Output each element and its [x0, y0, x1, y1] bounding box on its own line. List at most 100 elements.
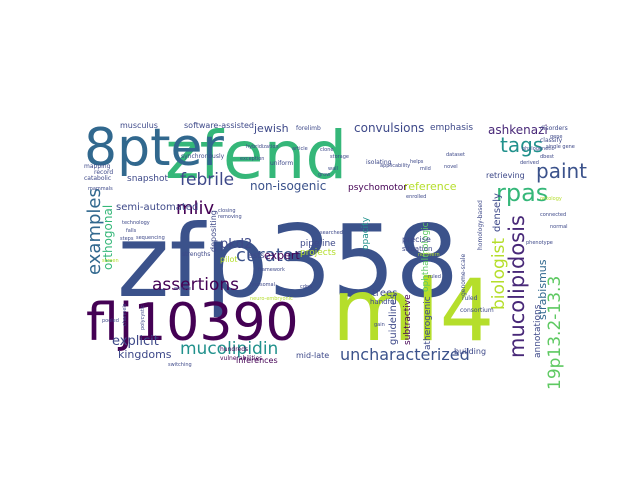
word-cloud-word: opacity: [361, 216, 371, 250]
word-cloud-word: pooled: [102, 318, 119, 324]
word-cloud-word: neuro-embryonic: [250, 296, 293, 302]
word-cloud-word: framework: [258, 267, 285, 273]
word-cloud-word: reference: [404, 180, 457, 193]
word-cloud-word: steps: [120, 236, 134, 242]
word-cloud-word: subtractive: [403, 294, 413, 345]
word-cloud-word: hybridization: [246, 144, 279, 150]
word-cloud-word: paint: [536, 159, 587, 183]
word-cloud-word: pkd2: [220, 237, 252, 252]
word-cloud-word: ashkenazi: [488, 123, 548, 137]
word-cloud-word: removing: [218, 214, 242, 220]
word-cloud-word: mammals: [88, 186, 113, 192]
word-cloud-word: snapshot: [127, 174, 169, 184]
word-cloud-word: atherogenic: [423, 296, 433, 350]
word-cloud-word: mucolipidosis: [505, 215, 529, 358]
word-cloud-word: cdna: [300, 284, 312, 290]
word-cloud-word: handful: [370, 298, 397, 306]
word-cloud-word: sequencing: [136, 235, 165, 241]
word-cloud-word: examples: [84, 188, 105, 275]
word-cloud-word: ruled: [462, 295, 478, 302]
word-cloud-word: homology-based: [477, 200, 484, 250]
word-cloud-word: ontology: [540, 196, 562, 202]
word-cloud-word: kingdoms: [118, 348, 172, 361]
word-cloud-word: 19p13.2-13.3: [545, 276, 565, 390]
word-cloud-word: retrieving: [486, 171, 525, 180]
word-cloud-word: mid-late: [296, 351, 329, 360]
word-cloud-word: record: [94, 169, 113, 176]
word-cloud-word: article: [292, 146, 308, 152]
word-cloud-word: single gene: [546, 144, 575, 150]
word-cloud-word: hundreds: [220, 346, 248, 353]
word-cloud-word: exception: [240, 156, 264, 162]
word-cloud-word: densely: [492, 193, 503, 232]
word-cloud-word: assertions: [152, 275, 239, 295]
word-cloud-word: rpas: [496, 179, 548, 207]
word-cloud-word: explicit: [112, 334, 159, 349]
word-cloud-word: biologist: [489, 238, 509, 310]
word-cloud-word: consortium: [460, 307, 494, 314]
word-cloud-word: pilot: [220, 255, 238, 264]
word-cloud-word: connected: [540, 212, 566, 218]
word-cloud-word: precise: [402, 235, 431, 244]
word-cloud-word: febrile: [180, 170, 234, 190]
word-cloud-word: musculus: [120, 121, 158, 130]
word-cloud-word: building: [454, 347, 486, 356]
word-cloud-word: applicability: [380, 163, 410, 169]
word-cloud-word: storage: [330, 154, 349, 160]
word-cloud-word: polycystic: [140, 305, 146, 330]
word-cloud-word: tags: [500, 133, 543, 157]
word-cloud-word: emphasis: [430, 123, 473, 133]
word-cloud-word: dataset: [446, 152, 465, 158]
word-cloud-word: depositing: [209, 210, 218, 252]
word-cloud-word: software-assisted: [184, 121, 254, 130]
word-cloud-word: derived: [520, 160, 539, 166]
word-cloud-word: ophthalmologic: [421, 222, 431, 292]
word-cloud-word: falls: [126, 228, 137, 234]
word-cloud-word: genome-scale: [460, 254, 467, 296]
word-cloud-word: forelimb: [296, 125, 321, 132]
word-cloud-word: jewish: [253, 122, 289, 135]
word-cloud-words: zfp358 zfend ml4 8pter flj10390 mucolipidosis…: [84, 117, 587, 390]
word-cloud-word: channels: [122, 303, 128, 326]
word-cloud-word: technology: [122, 220, 150, 226]
word-cloud-word: catabolic: [84, 175, 111, 182]
word-cloud-word: mild: [420, 166, 431, 172]
word-cloud-word: wall: [328, 166, 338, 172]
word-cloud-word: mucolipidin: [180, 339, 278, 359]
word-cloud-word: situation: [402, 245, 432, 253]
word-cloud-word: guidelines: [388, 294, 399, 345]
word-cloud-word: ml4: [332, 261, 494, 361]
word-cloud-word: switching: [168, 362, 192, 368]
word-cloud-word: flj10390: [86, 293, 299, 353]
word-cloud-word: disorders: [540, 125, 568, 132]
word-cloud-word: gene: [550, 134, 563, 140]
word-cloud-word: searched: [320, 230, 343, 236]
word-cloud-word: curators: [236, 245, 311, 266]
word-cloud-word: semi-automated: [116, 202, 198, 213]
word-cloud-word: dbest: [540, 154, 554, 160]
word-cloud-word: lysosomal: [250, 282, 275, 288]
word-cloud-word: normal: [550, 224, 568, 230]
word-cloud-word: ests: [248, 251, 264, 260]
word-cloud-word: phylogenetic: [522, 146, 555, 152]
word-cloud-word: zfp358: [117, 203, 459, 320]
word-cloud-word: closing: [218, 208, 236, 214]
word-cloud-word: classify: [540, 137, 563, 144]
word-cloud-word: mliv: [176, 198, 215, 219]
word-cloud-word: trees: [372, 288, 397, 299]
word-cloud-word: helps: [410, 159, 424, 165]
word-cloud-word: projects: [300, 248, 336, 258]
word-cloud-word: screen: [102, 258, 119, 264]
word-cloud-background: [80, 118, 570, 383]
word-cloud-word: pipeline: [300, 239, 336, 249]
word-cloud-word: psychomotor: [348, 183, 407, 193]
word-cloud-word: convulsions: [354, 121, 424, 135]
word-cloud-word: clone: [320, 147, 333, 153]
word-cloud-word: annotations: [533, 304, 543, 358]
word-cloud-word: uncharacterized: [340, 345, 470, 364]
word-cloud-word: expert: [264, 249, 300, 262]
word-cloud-word: strabismus: [536, 259, 549, 320]
word-cloud-word: phenotype: [526, 240, 553, 246]
